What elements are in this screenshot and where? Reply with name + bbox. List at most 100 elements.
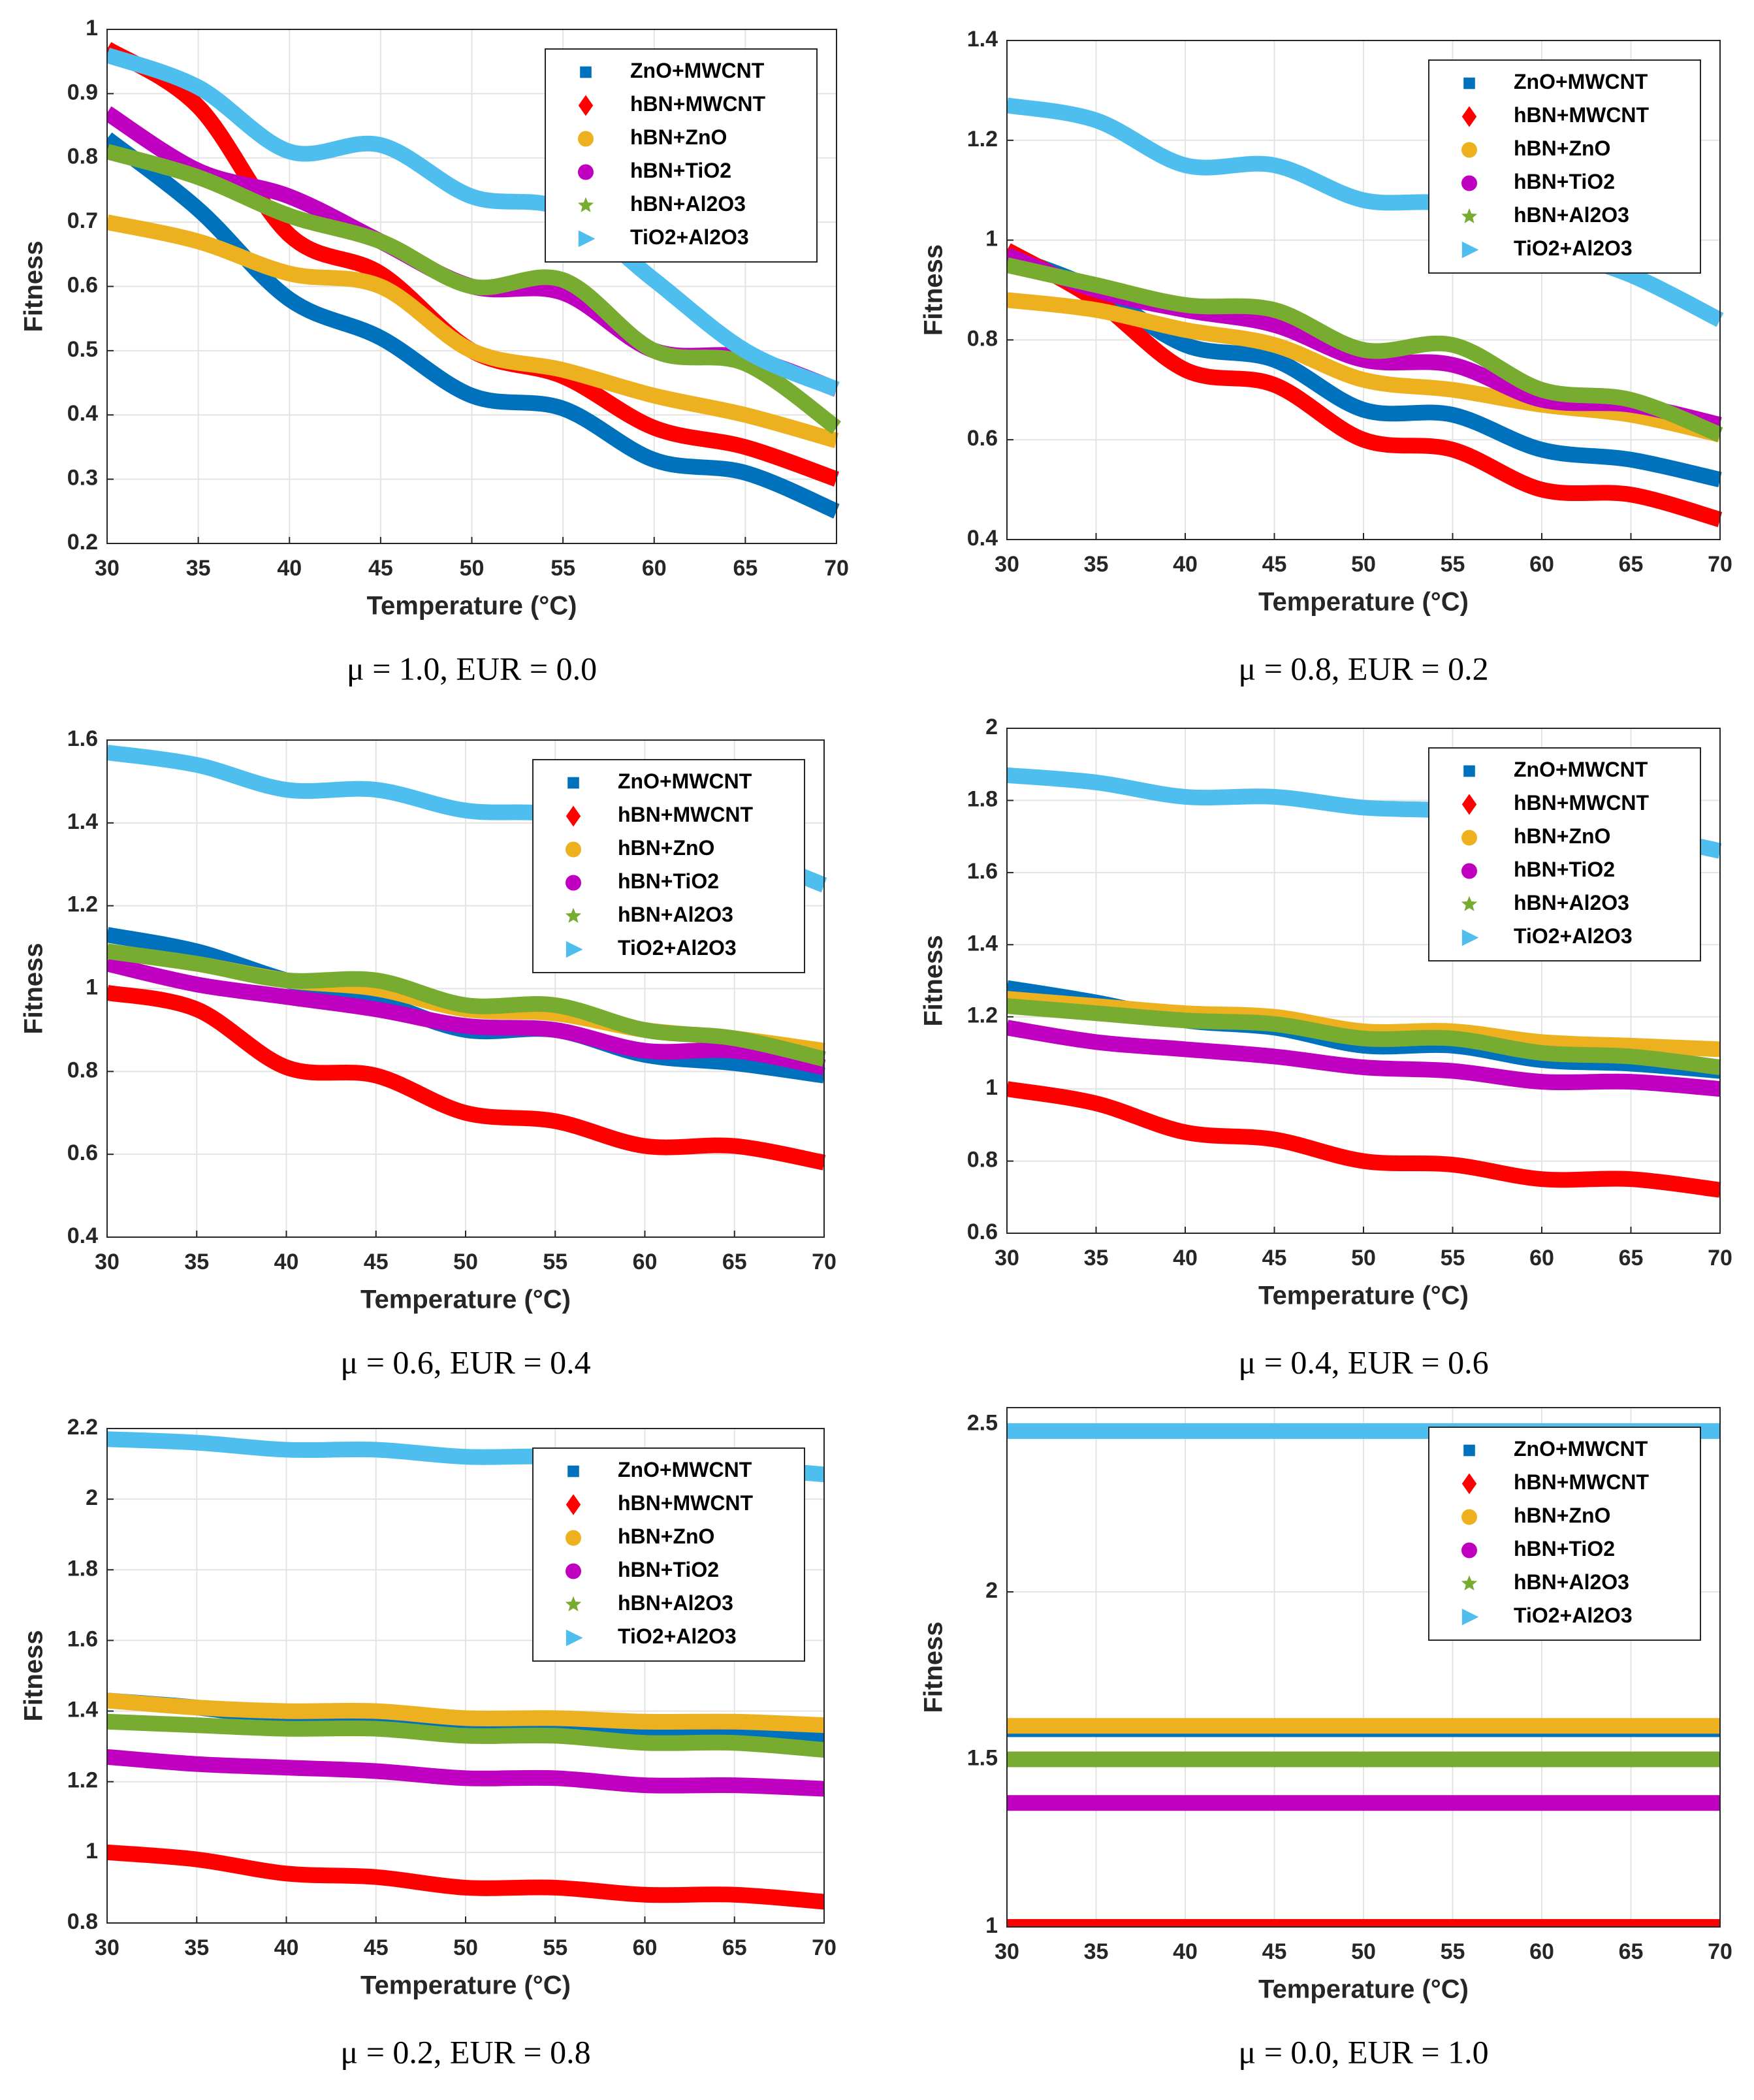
x-tick-label: 50 xyxy=(1351,1939,1376,1964)
legend-label: ZnO+MWCNT xyxy=(1514,70,1648,93)
legend-label: hBN+TiO2 xyxy=(1514,858,1615,881)
x-tick-label: 40 xyxy=(274,1250,299,1274)
legend-label: hBN+Al2O3 xyxy=(630,192,746,216)
y-tick-label: 1 xyxy=(985,1075,998,1100)
x-tick-label: 40 xyxy=(1173,1246,1198,1270)
x-tick-label: 60 xyxy=(633,1250,658,1274)
x-tick-label: 60 xyxy=(642,556,667,581)
legend-box xyxy=(532,1447,805,1662)
chart: 30 35 40 45 50 55 60 65 70 0.2 0.3 0.4 0.5 0.6 0.7 0.8 0… xyxy=(20,16,849,687)
x-tick-label: 30 xyxy=(95,1250,120,1274)
legend-marker xyxy=(578,164,594,180)
x-tick-label: 70 xyxy=(1708,552,1732,577)
y-tick-label: 1.5 xyxy=(967,1746,998,1771)
y-axis-label: Fitness xyxy=(919,935,948,1026)
caption: μ = 0.0, EUR = 1.0 xyxy=(1238,2033,1488,2070)
legend-label: hBN+ZnO xyxy=(630,125,727,149)
legend: ZnO+MWCNT hBN+MWCNT hBN+ZnO hBN+TiO2 hBN+Al2… xyxy=(532,759,805,973)
legend-marker xyxy=(1461,929,1479,946)
x-tick-label: 30 xyxy=(995,1939,1019,1964)
legend-marker xyxy=(1463,765,1475,777)
x-tick-label: 45 xyxy=(364,1935,389,1960)
y-tick-label: 0.6 xyxy=(67,272,98,297)
chart: 30 35 40 45 50 55 60 65 70 0.4 0.6 0.8 1 1.2 1.4 1.6 ZnO… xyxy=(20,726,837,1380)
caption: μ = 0.2, EUR = 0.8 xyxy=(340,2033,590,2070)
legend-box xyxy=(532,759,805,973)
legend-label: hBN+MWCNT xyxy=(1514,1470,1650,1494)
y-tick-label: 0.6 xyxy=(967,1220,998,1244)
x-tick-label: 40 xyxy=(277,556,302,581)
x-tick-label: 60 xyxy=(1529,552,1554,577)
series-line xyxy=(107,132,840,519)
y-tick-label: 1 xyxy=(985,1913,998,1938)
x-tick-label: 55 xyxy=(1441,1939,1465,1964)
x-tick-label: 30 xyxy=(995,552,1019,577)
legend-label: TiO2+Al2O3 xyxy=(618,1624,737,1648)
x-tick-label: 70 xyxy=(812,1250,837,1274)
caption: μ = 0.8, EUR = 0.2 xyxy=(1238,650,1488,687)
y-tick-label: 0.4 xyxy=(967,526,998,551)
y-axis-label: Fitness xyxy=(919,1621,948,1713)
legend-marker xyxy=(1461,1575,1478,1591)
y-tick-label: 0.7 xyxy=(67,208,98,233)
legend-label: hBN+TiO2 xyxy=(618,869,719,893)
legend-marker xyxy=(577,197,594,212)
y-tick-label: 2 xyxy=(86,1485,98,1510)
legend-label: TiO2+Al2O3 xyxy=(618,936,737,960)
chart: 30 35 40 45 50 55 60 65 70 0.6 0.8 1 1.2 1.4 1.6 1.8 2 Zn… xyxy=(919,715,1732,1380)
y-tick-label: 0.2 xyxy=(67,530,98,555)
x-tick-label: 40 xyxy=(274,1935,299,1960)
legend-marker xyxy=(1461,142,1477,158)
legend-label: hBN+MWCNT xyxy=(618,1491,754,1515)
y-tick-label: 1.6 xyxy=(67,726,98,751)
y-tick-label: 1.4 xyxy=(67,1698,98,1722)
axes-box xyxy=(106,739,825,1238)
series-line xyxy=(107,956,826,1075)
legend-marker xyxy=(1463,1444,1475,1457)
x-tick-label: 65 xyxy=(722,1935,747,1960)
y-tick-label: 0.4 xyxy=(67,401,98,426)
legend: ZnO+MWCNT hBN+MWCNT hBN+ZnO hBN+TiO2 hBN+Al2… xyxy=(545,48,818,263)
x-tick-label: 55 xyxy=(543,1935,567,1960)
x-tick-label: 55 xyxy=(550,556,575,581)
legend-label: hBN+MWCNT xyxy=(618,803,754,826)
x-tick-label: 50 xyxy=(1351,1246,1376,1270)
y-tick-label: 0.9 xyxy=(67,80,98,105)
caption: μ = 0.4, EUR = 0.6 xyxy=(1238,1344,1488,1380)
y-tick-label: 0.8 xyxy=(967,1148,998,1172)
x-tick-label: 60 xyxy=(1529,1246,1554,1270)
y-tick-label: 2.5 xyxy=(967,1411,998,1436)
series-line xyxy=(107,47,840,397)
legend-marker xyxy=(1461,208,1478,223)
legend-label: hBN+MWCNT xyxy=(630,92,766,116)
axes-box xyxy=(1006,1407,1721,1928)
legend-marker xyxy=(1461,106,1477,127)
legend-marker xyxy=(1461,1509,1477,1525)
x-tick-label: 35 xyxy=(184,1935,209,1960)
legend-marker xyxy=(566,1563,581,1579)
y-tick-label: 0.8 xyxy=(67,144,98,169)
y-tick-label: 1.6 xyxy=(67,1626,98,1651)
x-tick-label: 60 xyxy=(633,1935,658,1960)
chart: 30 35 40 45 50 55 60 65 70 0.8 1 1.2 1.4 1.6 1.8 2 2.2 Zn… xyxy=(20,1415,837,2070)
series-line xyxy=(1007,998,1721,1075)
legend-marker xyxy=(1461,1473,1477,1494)
series-line xyxy=(1007,1020,1721,1097)
x-tick-label: 65 xyxy=(1619,552,1644,577)
chart: 30 35 40 45 50 55 60 65 70 0.4 0.6 0.8 1 1.2 1.4 ZnO+MW… xyxy=(919,27,1732,687)
legend-marker xyxy=(566,875,581,891)
x-tick-label: 50 xyxy=(1351,552,1376,577)
y-tick-label: 2.2 xyxy=(67,1415,98,1440)
x-axis-label: Temperature (°C) xyxy=(360,1285,571,1314)
series-line xyxy=(107,1713,825,1758)
y-tick-label: 1 xyxy=(86,16,98,40)
legend-marker xyxy=(1461,794,1477,815)
y-tick-label: 0.6 xyxy=(967,426,998,451)
y-tick-label: 2 xyxy=(985,1578,998,1603)
legend-label: hBN+TiO2 xyxy=(1514,1537,1615,1560)
legend-marker xyxy=(1463,77,1475,89)
x-tick-label: 45 xyxy=(1262,552,1287,577)
x-tick-label: 60 xyxy=(1529,1939,1554,1964)
x-axis-label: Temperature (°C) xyxy=(367,592,577,621)
